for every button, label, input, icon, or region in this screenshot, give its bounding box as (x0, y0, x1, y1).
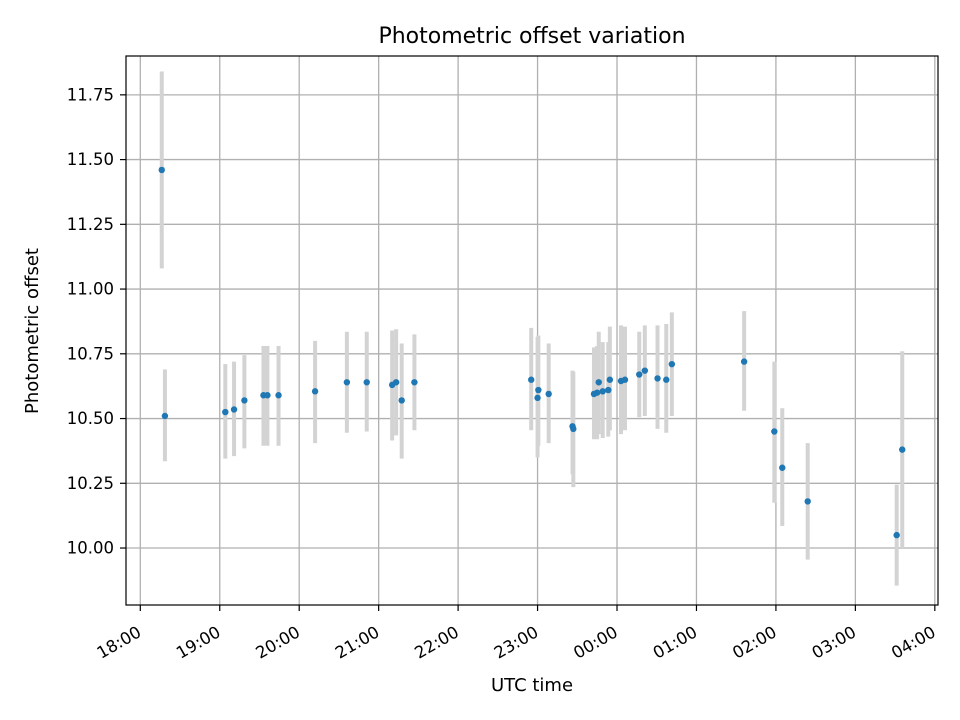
data-point (570, 425, 577, 433)
data-point (771, 428, 778, 435)
data-point (893, 531, 900, 539)
data-point (740, 358, 748, 365)
data-point (545, 390, 552, 398)
data-point (663, 376, 670, 383)
data-point (605, 386, 612, 394)
y-tick-label: 11.00 (67, 280, 114, 299)
data-point (779, 464, 786, 471)
y-tick-label: 11.75 (67, 85, 114, 104)
y-axis-ticks: 10.00 10.25 10.50 10.75 11.00 11.25 11.50 11.75 (67, 85, 126, 558)
chart-title: Photometric offset variation (378, 24, 685, 49)
data-point (668, 360, 676, 368)
y-tick-label: 10.50 (67, 409, 114, 428)
y-tick-label: 11.50 (67, 150, 114, 169)
data-point (595, 379, 602, 386)
data-point (535, 386, 542, 394)
data-point (534, 394, 541, 402)
data-point (158, 166, 165, 174)
data-point (161, 412, 169, 420)
data-point (528, 376, 535, 383)
data-point (804, 498, 811, 505)
data-point (411, 379, 418, 386)
y-tick-label: 10.75 (67, 344, 114, 363)
data-point (343, 379, 351, 386)
data-point (222, 408, 229, 416)
data-point (636, 371, 643, 378)
data-point (593, 389, 601, 396)
data-point (899, 446, 906, 453)
data-point (599, 388, 606, 395)
data-point (275, 392, 282, 399)
data-point (230, 406, 238, 413)
data-point (621, 376, 629, 383)
y-tick-label: 10.25 (67, 474, 114, 493)
data-point (654, 375, 661, 382)
data-point (606, 376, 614, 383)
data-point (398, 397, 405, 404)
y-tick-label: 11.25 (67, 215, 114, 234)
data-point (241, 397, 248, 404)
y-axis-label: Photometric offset (22, 248, 43, 414)
plot-area-frame (125, 55, 939, 606)
data-point (363, 379, 370, 386)
x-axis-label: UTC time (491, 675, 573, 696)
data-point (392, 379, 400, 386)
data-points (158, 166, 906, 539)
y-tick-label: 10.00 (67, 539, 114, 558)
data-point (311, 388, 319, 395)
data-point (641, 367, 649, 374)
data-point (264, 392, 271, 399)
